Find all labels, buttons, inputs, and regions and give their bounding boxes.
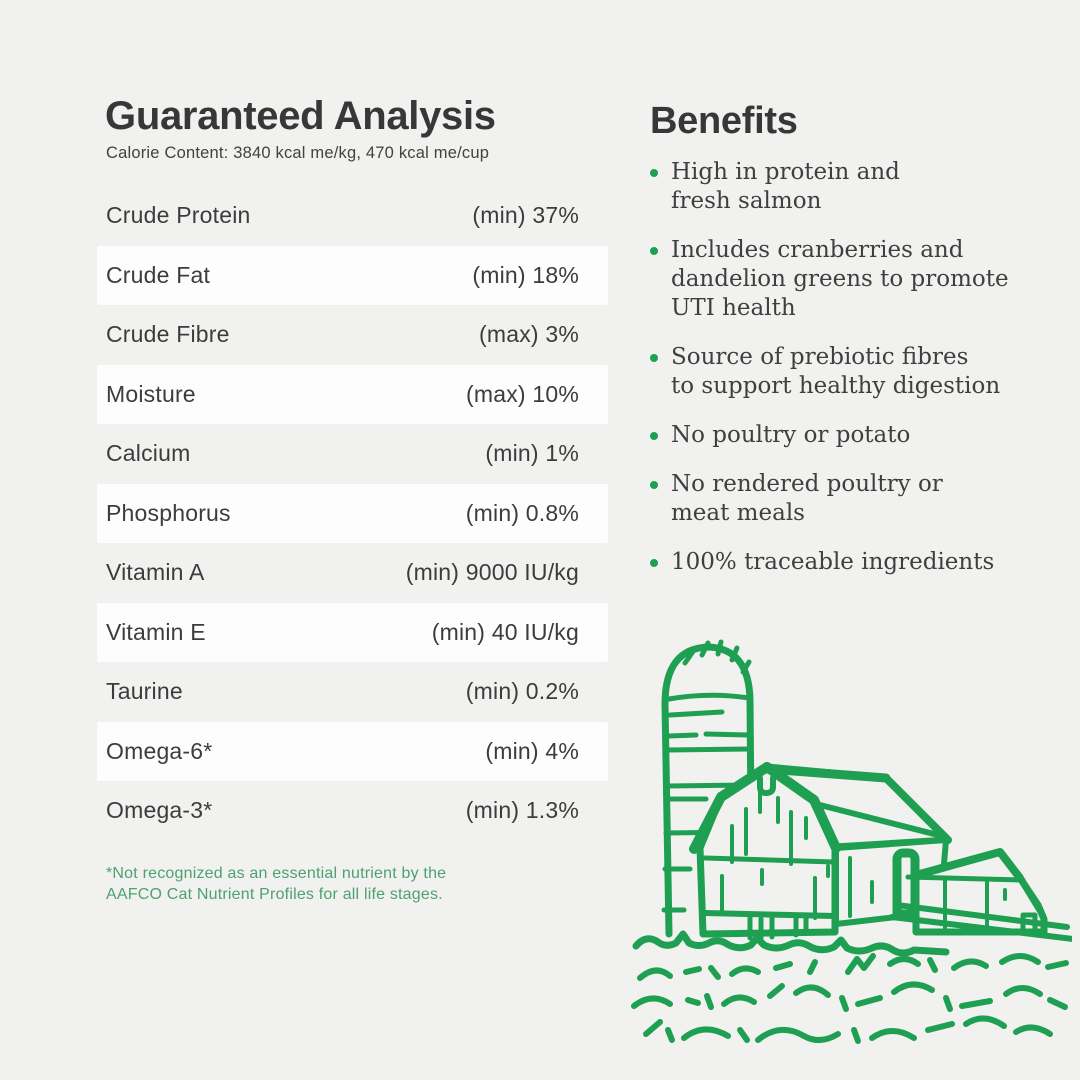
table-row: Vitamin A (min) 9000 IU/kg bbox=[97, 543, 608, 603]
bullet-dot-icon bbox=[650, 559, 658, 567]
benefit-text: No poultry or potato bbox=[671, 422, 911, 448]
bullet-dot-icon bbox=[650, 481, 658, 489]
nutrient-label: Crude Fat bbox=[106, 261, 211, 288]
shed-icon bbox=[905, 848, 1048, 936]
farm-illustration bbox=[631, 639, 1072, 1044]
benefit-text: High in protein and fresh salmon bbox=[671, 159, 900, 214]
list-item: No poultry or potato bbox=[650, 421, 1060, 450]
benefit-text: No rendered poultry or meat meals bbox=[671, 471, 943, 526]
nutrient-value: (min) 0.8% bbox=[465, 499, 579, 526]
bullet-dot-icon bbox=[650, 432, 658, 440]
nutrient-label: Vitamin E bbox=[106, 618, 206, 645]
ramp-icon bbox=[889, 902, 1072, 942]
nutrient-value: (min) 0.2% bbox=[465, 678, 579, 705]
table-row: Crude Fibre (max) 3% bbox=[97, 305, 608, 365]
nutrient-value: (max) 3% bbox=[478, 321, 579, 348]
nutrient-value: (min) 40 IU/kg bbox=[431, 618, 579, 645]
table-row: Omega-6* (min) 4% bbox=[97, 721, 608, 781]
list-item: No rendered poultry or meat meals bbox=[650, 470, 1060, 528]
nutrient-label: Omega-6* bbox=[106, 737, 213, 764]
bullet-dot-icon bbox=[650, 169, 658, 177]
nutrient-label: Phosphorus bbox=[106, 499, 231, 526]
nutrient-value: (max) 10% bbox=[466, 380, 579, 407]
table-row: Moisture (max) 10% bbox=[97, 364, 608, 424]
nutrient-value: (min) 9000 IU/kg bbox=[405, 559, 579, 586]
nutrient-label: Omega-3* bbox=[106, 797, 213, 824]
nutrient-label: Taurine bbox=[106, 678, 183, 705]
analysis-table: Crude Protein (min) 37% Crude Fat (min) 18%… bbox=[97, 186, 608, 841]
barn-icon bbox=[689, 762, 952, 941]
benefits-list: High in protein and fresh salmon Includes… bbox=[650, 158, 1060, 597]
nutrient-label: Moisture bbox=[106, 380, 196, 407]
bullet-dot-icon bbox=[650, 354, 658, 362]
nutrient-label: Calcium bbox=[106, 440, 191, 467]
table-row: Taurine (min) 0.2% bbox=[97, 662, 608, 722]
page-title: Guaranteed Analysis bbox=[105, 94, 496, 138]
list-item: Source of prebiotic fibres to support he… bbox=[650, 343, 1060, 401]
nutrient-value: (min) 18% bbox=[472, 261, 579, 288]
benefit-text: Source of prebiotic fibres to support he… bbox=[671, 344, 1001, 399]
grass-icon bbox=[631, 930, 1069, 1044]
table-row: Omega-3* (min) 1.3% bbox=[97, 781, 608, 841]
table-row: Crude Fat (min) 18% bbox=[97, 245, 608, 305]
benefit-text: Includes cranberries and dandelion green… bbox=[671, 237, 1009, 321]
nutrient-value: (min) 1.3% bbox=[465, 797, 579, 824]
nutrient-value: (min) 1% bbox=[485, 440, 579, 467]
table-row: Crude Protein (min) 37% bbox=[97, 186, 608, 246]
list-item: High in protein and fresh salmon bbox=[650, 158, 1060, 216]
benefit-text: 100% traceable ingredients bbox=[671, 549, 995, 575]
list-item: Includes cranberries and dandelion green… bbox=[650, 236, 1060, 323]
nutrient-value: (min) 4% bbox=[485, 737, 579, 764]
nutrient-label: Crude Fibre bbox=[106, 321, 230, 348]
nutrient-label: Vitamin A bbox=[106, 559, 205, 586]
table-row: Phosphorus (min) 0.8% bbox=[97, 483, 608, 543]
calorie-content: Calorie Content: 3840 kcal me/kg, 470 kc… bbox=[106, 144, 490, 162]
aafco-footnote: *Not recognized as an essential nutrient… bbox=[106, 865, 447, 903]
table-row: Vitamin E (min) 40 IU/kg bbox=[97, 602, 608, 662]
nutrient-value: (min) 37% bbox=[472, 202, 579, 229]
nutrient-label: Crude Protein bbox=[106, 202, 251, 229]
bullet-dot-icon bbox=[650, 247, 658, 255]
list-item: 100% traceable ingredients bbox=[650, 548, 1060, 577]
benefits-title: Benefits bbox=[650, 100, 798, 142]
table-row: Calcium (min) 1% bbox=[97, 424, 608, 484]
